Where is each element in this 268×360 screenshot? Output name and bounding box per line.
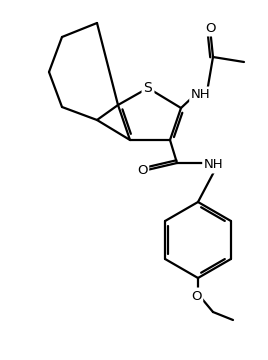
Text: NH: NH bbox=[204, 158, 224, 171]
Text: NH: NH bbox=[191, 89, 211, 102]
Text: O: O bbox=[137, 163, 147, 176]
Text: S: S bbox=[144, 81, 152, 95]
Text: O: O bbox=[205, 22, 215, 35]
Text: O: O bbox=[191, 289, 201, 302]
